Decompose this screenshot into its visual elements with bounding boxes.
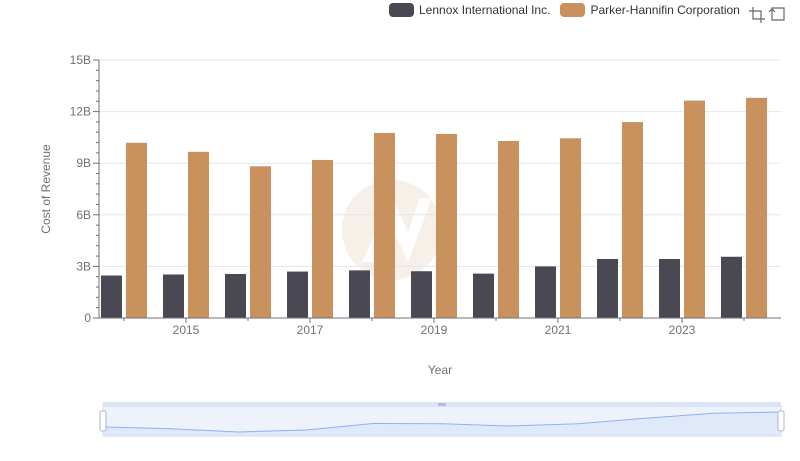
y-tick-label: 15B [70,53,91,67]
bar-parker[interactable] [250,166,271,318]
bar-lennox[interactable] [225,273,246,318]
x-tick-label: 2017 [297,323,324,337]
bar-lennox[interactable] [721,256,742,318]
bar-lennox[interactable] [101,275,122,318]
legend-swatch-parker [560,3,586,17]
legend-item-parker[interactable]: Parker-Hannifin Corporation [560,3,740,17]
slider-line [102,411,782,433]
legend: Lennox International Inc. Parker-Hannifi… [389,3,750,17]
y-tick-label: 9B [76,156,91,170]
slider-handle-left[interactable] [99,410,107,432]
legend-swatch-lennox [389,3,414,17]
bar-parker[interactable] [622,122,643,318]
y-tick-label: 0 [84,311,91,325]
legend-label-lennox: Lennox International Inc. [419,3,551,17]
y-axis-title: Cost of Revenue [39,144,53,234]
chart-toolbar [746,6,786,24]
bar-lennox[interactable] [411,271,432,318]
bar-lennox[interactable] [473,273,494,318]
bar-parker[interactable] [560,138,581,318]
y-tick-label: 12B [70,105,91,119]
bar-parker[interactable] [374,132,395,318]
legend-item-lennox[interactable]: Lennox International Inc. [389,3,550,17]
x-tick-label: 2019 [421,323,448,337]
data-zoom-slider[interactable] [99,402,785,437]
bar-lennox[interactable] [535,266,556,318]
x-tick-label: 2021 [545,323,572,337]
slider-handle-right[interactable] [777,410,785,432]
bar-lennox[interactable] [287,271,308,318]
bar-lennox[interactable] [349,270,370,318]
bar-parker[interactable] [312,159,333,318]
zoom-select-icon[interactable] [748,6,766,24]
bar-parker[interactable] [436,133,457,318]
bar-parker[interactable] [498,141,519,318]
x-tick-label: 2023 [669,323,696,337]
y-tick-label: 3B [76,259,91,273]
zoom-reset-icon[interactable] [768,6,786,24]
bar-parker[interactable] [188,151,209,318]
x-tick-label: 2015 [173,323,200,337]
y-tick-label: 6B [76,208,91,222]
bar-parker[interactable] [126,142,147,318]
x-axis-title: Year [428,363,452,377]
bar-lennox[interactable] [163,274,184,318]
legend-label-parker: Parker-Hannifin Corporation [590,3,740,17]
bar-lennox[interactable] [597,259,618,318]
bar-parker[interactable] [684,100,705,318]
bar-parker[interactable] [746,97,767,318]
bar-lennox[interactable] [659,259,680,318]
slider-grip[interactable] [438,403,446,406]
